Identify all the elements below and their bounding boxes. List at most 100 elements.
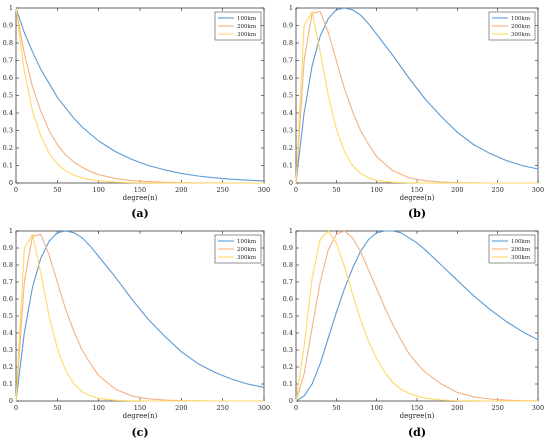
x-tick-label: 100: [92, 186, 104, 194]
x-tick-label: 300: [532, 404, 544, 412]
series-line-200km: [295, 230, 539, 402]
x-tick-label: 200: [451, 186, 463, 194]
panel-caption: (b): [408, 207, 426, 220]
chart-panel-c: 0 50 100 150 200 250 300 0 0.1 0.2 0.3 0.4 0.5 0.6 0.7…: [3, 227, 271, 439]
panel-caption: (c): [131, 426, 148, 439]
series-line-300km: [15, 233, 264, 402]
y-tick-label: 0.9: [283, 244, 293, 252]
series-line-100km: [15, 230, 265, 402]
x-tick-label: 150: [134, 404, 146, 412]
y-tick-label: 0.8: [283, 39, 293, 47]
y-tick-label: 0.8: [283, 261, 293, 269]
y-tick-label: 0.9: [3, 22, 13, 30]
y-tick-label: 0.4: [283, 329, 293, 337]
y-tick-label: 0: [9, 397, 13, 405]
y-tick-label: 0.7: [3, 57, 13, 65]
y-tick-label: 0.8: [3, 39, 13, 47]
legend-label: 300km: [237, 255, 257, 261]
series-line-100km: [15, 7, 265, 182]
x-axis-label: degree(n): [123, 194, 158, 202]
y-tick-label: 0.7: [3, 278, 13, 286]
y-tick-label: 0.2: [283, 363, 293, 371]
y-tick-label: 0.3: [3, 346, 13, 354]
y-tick-label: 0.7: [283, 278, 293, 286]
y-tick-label: 0.5: [3, 92, 13, 100]
y-tick-label: 0.9: [3, 244, 13, 252]
y-tick-label: 1: [9, 227, 13, 235]
y-tick-label: 0.2: [3, 363, 13, 371]
legend-label: 300km: [237, 32, 257, 38]
y-tick-label: 0.1: [283, 162, 293, 170]
y-tick-label: 0.3: [283, 127, 293, 135]
y-tick-label: 0.6: [3, 74, 13, 82]
legend-label: 200km: [237, 24, 257, 30]
x-tick-label: 100: [370, 186, 382, 194]
y-tick-label: 0.3: [3, 127, 13, 135]
y-tick-label: 1: [289, 4, 293, 12]
y-tick-label: 0.6: [3, 295, 13, 303]
x-tick-label: 100: [92, 404, 104, 412]
x-tick-label: 250: [491, 186, 503, 194]
y-tick-label: 0.1: [3, 380, 13, 388]
legend-label: 300km: [511, 32, 531, 38]
legend-label: 100km: [511, 16, 531, 22]
y-tick-label: 1: [289, 227, 293, 235]
series-line-300km: [295, 10, 538, 184]
panel-caption: (a): [131, 207, 149, 220]
x-tick-label: 0: [294, 404, 298, 412]
y-tick-label: 0.3: [283, 346, 293, 354]
chart-panel-b: 0 50 100 150 200 250 300 0 0.1 0.2 0.3 0.4 0.5 0.6 0.7…: [283, 4, 545, 220]
series-line-300km: [295, 230, 538, 402]
y-tick-label: 0: [289, 397, 293, 405]
x-tick-label: 150: [411, 186, 423, 194]
y-tick-label: 0.4: [3, 109, 13, 117]
chart-panel-a: 0 50 100 150 200 250 300 0 0.1 0.2 0.3 0.4 0.5 0.6 0.7…: [3, 4, 271, 220]
y-tick-label: 0.7: [283, 57, 293, 65]
series-line-100km: [295, 230, 539, 402]
y-tick-label: 0.4: [3, 329, 13, 337]
x-axis-label: degree(n): [400, 194, 435, 202]
x-tick-label: 50: [332, 404, 340, 412]
y-tick-label: 0.5: [3, 312, 13, 320]
x-tick-label: 200: [175, 404, 187, 412]
y-tick-label: 0.6: [283, 74, 293, 82]
x-tick-label: 300: [258, 404, 270, 412]
y-tick-label: 0.5: [283, 92, 293, 100]
chart-panel-d: 0 50 100 150 200 250 300 0 0.1 0.2 0.3 0.4 0.5 0.6 0.7…: [283, 227, 545, 439]
y-tick-label: 0.4: [283, 109, 293, 117]
x-tick-label: 0: [14, 186, 18, 194]
y-tick-label: 0.2: [283, 144, 293, 152]
legend-label: 200km: [511, 247, 531, 253]
x-tick-label: 250: [491, 404, 503, 412]
legend-label: 100km: [511, 239, 531, 245]
x-tick-label: 300: [532, 186, 544, 194]
x-tick-label: 50: [332, 186, 340, 194]
y-tick-label: 0.5: [283, 312, 293, 320]
y-tick-label: 0.6: [283, 295, 293, 303]
x-tick-label: 0: [14, 404, 18, 412]
y-tick-label: 0: [9, 179, 13, 187]
x-tick-label: 250: [216, 186, 228, 194]
series-line-100km: [295, 7, 539, 184]
x-tick-label: 150: [134, 186, 146, 194]
y-tick-label: 0.2: [3, 144, 13, 152]
series-line-300km: [15, 7, 264, 184]
x-axis-label: degree(n): [123, 412, 158, 420]
y-tick-label: 0: [289, 179, 293, 187]
legend-label: 200km: [511, 24, 531, 30]
x-tick-label: 50: [53, 404, 61, 412]
x-axis-label: degree(n): [400, 412, 435, 420]
x-tick-label: 250: [216, 404, 228, 412]
y-tick-label: 0.8: [3, 261, 13, 269]
x-tick-label: 50: [53, 186, 61, 194]
x-tick-label: 300: [258, 186, 270, 194]
y-tick-label: 0.9: [283, 22, 293, 30]
panel-caption: (d): [408, 426, 426, 439]
y-tick-label: 0.1: [3, 162, 13, 170]
x-tick-label: 200: [175, 186, 187, 194]
x-tick-label: 0: [294, 186, 298, 194]
legend-label: 300km: [511, 255, 531, 261]
y-tick-label: 0.1: [283, 380, 293, 388]
x-tick-label: 150: [411, 404, 423, 412]
